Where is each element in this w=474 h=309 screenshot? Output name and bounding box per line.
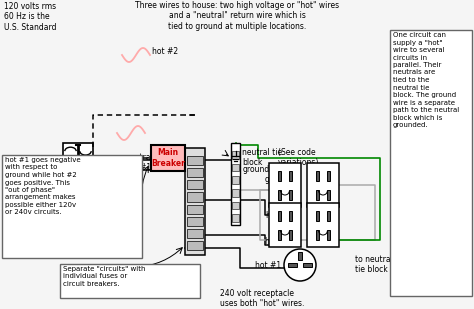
Bar xyxy=(187,168,203,177)
Bar xyxy=(187,229,203,238)
Bar xyxy=(289,230,292,240)
Text: to neutral
tie block: to neutral tie block xyxy=(355,255,393,274)
Bar xyxy=(307,163,339,207)
Text: 240 volt receptacle
uses both "hot" wires.: 240 volt receptacle uses both "hot" wire… xyxy=(220,289,304,308)
Bar xyxy=(316,230,319,240)
Bar xyxy=(307,203,339,247)
Bar xyxy=(327,171,330,181)
Bar xyxy=(269,163,301,207)
Bar xyxy=(327,211,330,221)
Bar xyxy=(233,164,239,171)
Bar xyxy=(63,142,93,188)
Text: ground: ground xyxy=(265,176,292,184)
Bar xyxy=(187,205,203,214)
Bar xyxy=(278,171,281,181)
Bar xyxy=(187,241,203,250)
Bar xyxy=(233,189,239,197)
Bar xyxy=(390,30,472,296)
Bar xyxy=(278,211,281,221)
Text: neutral tie
block: neutral tie block xyxy=(242,148,282,167)
Bar xyxy=(327,230,330,240)
Bar xyxy=(289,171,292,181)
Text: neutral: neutral xyxy=(125,153,153,162)
Bar xyxy=(185,148,205,255)
Text: hot #1 goes negative
with respect to
ground while hot #2
goes positive. This
"ou: hot #1 goes negative with respect to gro… xyxy=(5,157,81,215)
Text: Main
Breaker: Main Breaker xyxy=(151,148,185,168)
Bar xyxy=(288,263,297,267)
Text: hot: hot xyxy=(265,210,278,219)
Bar xyxy=(231,143,240,225)
Bar xyxy=(151,145,185,171)
Bar xyxy=(60,264,200,298)
Bar xyxy=(278,230,281,240)
Bar xyxy=(187,193,203,201)
Text: Separate "circuits" with
individual fuses or
circuit breakers.: Separate "circuits" with individual fuse… xyxy=(63,266,146,287)
Bar xyxy=(269,203,301,247)
Bar xyxy=(298,252,302,260)
Bar xyxy=(316,171,319,181)
Bar xyxy=(233,151,239,159)
Text: One circuit can
supply a "hot"
wire to several
circuits in
parallel. Their
neutr: One circuit can supply a "hot" wire to s… xyxy=(393,32,459,128)
Bar xyxy=(233,202,239,209)
Bar xyxy=(2,155,142,258)
Bar xyxy=(316,211,319,221)
Text: 120 volts rms
60 Hz is the
U.S. Standard: 120 volts rms 60 Hz is the U.S. Standard xyxy=(4,2,56,32)
Bar xyxy=(233,176,239,184)
Bar xyxy=(187,156,203,165)
Text: hot #2: hot #2 xyxy=(265,238,291,247)
Text: hot #1: hot #1 xyxy=(255,260,281,269)
Bar xyxy=(187,180,203,189)
Bar xyxy=(278,190,281,200)
Bar xyxy=(303,263,312,267)
Text: hot #2: hot #2 xyxy=(152,48,178,57)
Bar xyxy=(316,190,319,200)
Circle shape xyxy=(284,249,316,281)
Bar xyxy=(187,217,203,226)
Text: neutral: neutral xyxy=(272,193,300,202)
Text: hot #1: hot #1 xyxy=(125,163,151,171)
Bar xyxy=(327,190,330,200)
Bar xyxy=(233,214,239,222)
Text: ground: ground xyxy=(243,166,270,175)
Bar xyxy=(289,211,292,221)
Bar xyxy=(289,190,292,200)
Text: Three wires to house: two high voltage or "hot" wires
and a "neutral" return wir: Three wires to house: two high voltage o… xyxy=(135,1,339,31)
Text: (See code
variations): (See code variations) xyxy=(278,148,319,167)
